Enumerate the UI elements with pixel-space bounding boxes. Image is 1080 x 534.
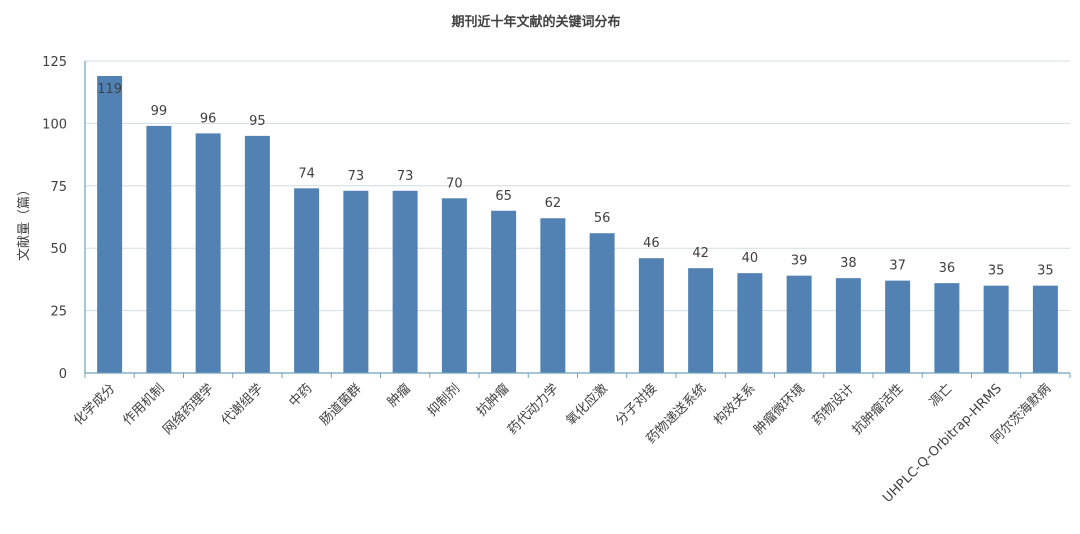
x-tick-label: 肿瘤微环境 xyxy=(751,381,808,438)
data-label: 95 xyxy=(249,114,266,129)
bar xyxy=(638,258,664,373)
y-tick-label: 125 xyxy=(42,55,67,70)
data-label: 36 xyxy=(939,261,956,276)
data-label: 46 xyxy=(643,236,660,251)
data-label: 56 xyxy=(594,211,611,226)
data-label: 40 xyxy=(742,251,759,266)
bar xyxy=(688,268,714,373)
x-tick-label: 抗肿瘤 xyxy=(474,381,513,420)
y-tick-label: 0 xyxy=(59,367,67,382)
bars xyxy=(97,75,1058,373)
data-label: 99 xyxy=(151,104,168,119)
bar xyxy=(540,218,566,373)
bar xyxy=(885,280,911,373)
data-label: 73 xyxy=(348,169,365,184)
x-tick-label: 抑制剂 xyxy=(425,381,463,419)
y-tick-label: 50 xyxy=(50,242,67,257)
data-label: 119 xyxy=(97,82,122,97)
x-tick-label: 凋亡 xyxy=(927,381,956,410)
x-tick-label: 构效关系 xyxy=(711,381,758,428)
y-axis-label: 文献量（篇） xyxy=(17,183,32,261)
x-tick-label: 药物设计 xyxy=(810,381,857,428)
x-tick-label: 肠道菌群 xyxy=(317,381,364,428)
bar xyxy=(835,278,861,373)
data-label: 96 xyxy=(200,111,217,126)
data-label: 42 xyxy=(692,246,709,261)
bar xyxy=(294,188,320,373)
x-tick-label: 作用机制 xyxy=(120,381,167,428)
bar xyxy=(244,135,270,373)
x-tick-label: 抗肿瘤活性 xyxy=(849,381,906,438)
bar xyxy=(343,190,369,373)
x-tick-label: 代谢组学 xyxy=(218,381,266,429)
data-label: 39 xyxy=(791,254,808,269)
data-label: 35 xyxy=(988,264,1005,279)
bar xyxy=(491,210,517,373)
y-tick-label: 100 xyxy=(42,117,67,132)
data-label: 70 xyxy=(446,176,463,191)
bar xyxy=(934,283,960,373)
data-label: 65 xyxy=(495,189,512,204)
bar xyxy=(441,198,467,373)
x-tick-label: 网络药理学 xyxy=(160,381,217,438)
data-label: 35 xyxy=(1037,264,1054,279)
bar xyxy=(786,275,812,373)
bar xyxy=(195,133,221,373)
x-tick-label: 分子对接 xyxy=(612,381,660,429)
data-label: 74 xyxy=(298,166,315,181)
data-label: 73 xyxy=(397,169,414,184)
axes xyxy=(84,61,1071,378)
x-tick-label: 氧化应激 xyxy=(563,381,611,429)
x-tick-label: 中药 xyxy=(286,381,315,410)
y-tick-label: 25 xyxy=(50,305,67,320)
bar xyxy=(1032,285,1058,373)
bar xyxy=(392,190,418,373)
chart-title: 期刊近十年文献的关键词分布 xyxy=(451,14,620,30)
bar xyxy=(983,285,1009,373)
x-tick-label: 肿瘤 xyxy=(384,381,414,411)
bar xyxy=(737,273,763,373)
grid-lines xyxy=(85,60,1070,312)
data-label: 38 xyxy=(840,256,857,271)
bar xyxy=(589,233,615,373)
y-tick-label: 75 xyxy=(50,180,67,195)
bar xyxy=(97,75,123,373)
data-label: 62 xyxy=(545,196,562,211)
x-tick-label: 药代动力学 xyxy=(504,381,561,438)
data-label: 37 xyxy=(889,259,906,274)
bar xyxy=(146,125,172,373)
x-tick-label: 化学成分 xyxy=(70,381,118,429)
